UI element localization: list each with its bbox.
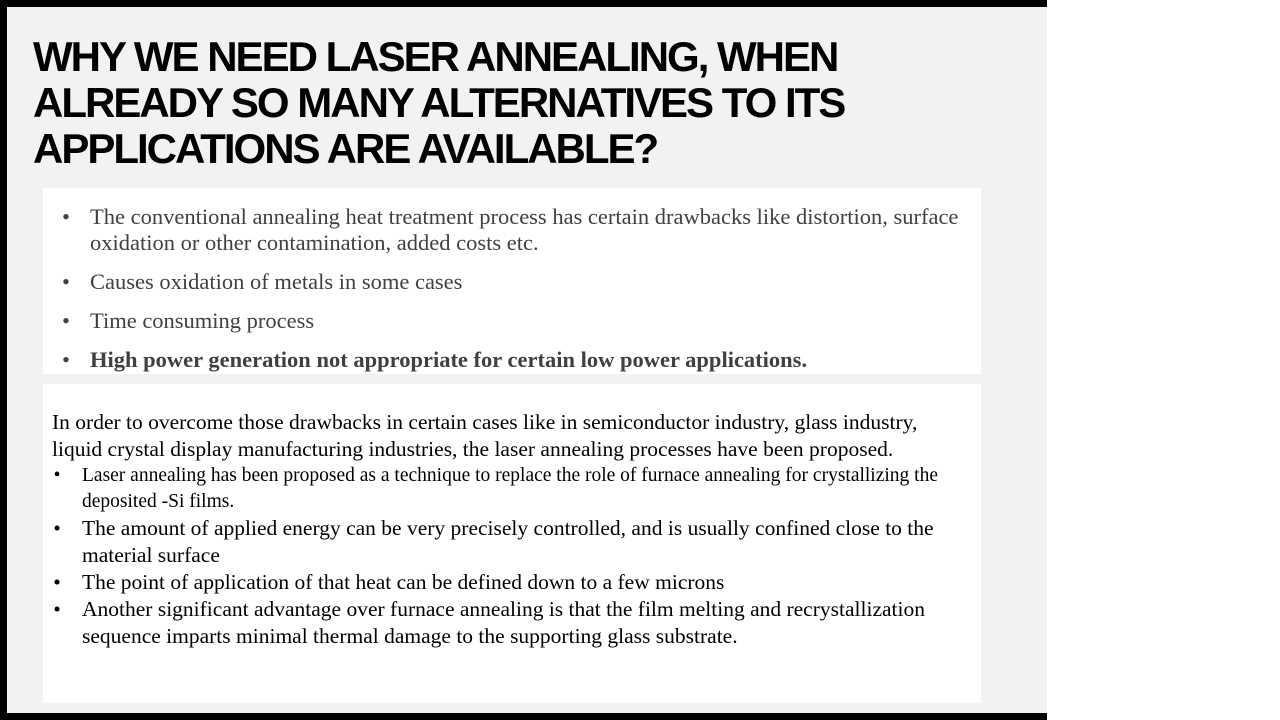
intro-paragraph: In order to overcome those drawbacks in …	[52, 410, 918, 461]
list-item-text: The point of application of that heat ca…	[82, 570, 725, 594]
slide: WHY WE NEED LASER ANNEALING, WHEN ALREAD…	[7, 7, 1047, 713]
laser-annealing-panel: In order to overcome those drawbacks in …	[43, 384, 981, 703]
bullet-icon: •	[62, 269, 70, 294]
slide-frame: WHY WE NEED LASER ANNEALING, WHEN ALREAD…	[0, 0, 1047, 720]
slide-title: WHY WE NEED LASER ANNEALING, WHEN ALREAD…	[33, 33, 846, 172]
list-item: • The point of application of that heat …	[52, 569, 971, 596]
list-item-text: Time consuming process	[90, 308, 315, 333]
list-item: • Another significant advantage over fur…	[52, 596, 971, 650]
list-item-text: Causes oxidation of metals in some cases	[90, 269, 463, 294]
list-item: • High power generation not appropriate …	[60, 347, 961, 373]
list-item-text: Another significant advantage over furna…	[82, 597, 925, 648]
bullet-icon: •	[53, 597, 61, 621]
list-item: • The conventional annealing heat treatm…	[60, 204, 961, 256]
list-item: • Causes oxidation of metals in some cas…	[60, 269, 961, 295]
drawbacks-panel: • The conventional annealing heat treatm…	[43, 188, 981, 374]
bullet-icon: •	[62, 347, 70, 372]
list-item: • Time consuming process	[60, 308, 961, 334]
list-item: • Laser annealing has been proposed as a…	[52, 463, 971, 515]
list-item-text: The conventional annealing heat treatmen…	[90, 204, 959, 255]
list-item: • The amount of applied energy can be ve…	[52, 515, 971, 569]
bullet-icon: •	[62, 204, 70, 229]
bullet-icon: •	[53, 570, 61, 594]
list-item-text: High power generation not appropriate fo…	[90, 347, 808, 372]
list-item-text: Laser annealing has been proposed as a t…	[82, 465, 939, 512]
advantages-list: • Laser annealing has been proposed as a…	[52, 463, 971, 650]
bullet-icon: •	[53, 516, 61, 540]
bullet-icon: •	[62, 308, 70, 333]
bullet-icon: •	[53, 465, 61, 486]
list-item-text: The amount of applied energy can be very…	[82, 516, 934, 567]
drawbacks-list: • The conventional annealing heat treatm…	[60, 204, 961, 373]
